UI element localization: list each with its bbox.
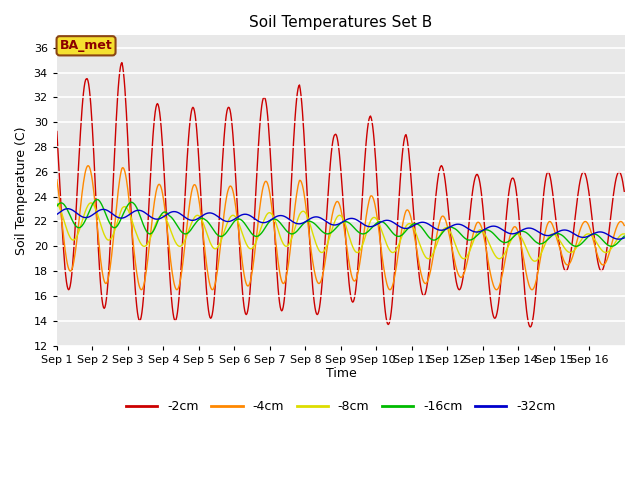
X-axis label: Time: Time [326, 367, 356, 381]
Y-axis label: Soil Temperature (C): Soil Temperature (C) [15, 126, 28, 255]
Text: BA_met: BA_met [60, 39, 113, 52]
Legend: -2cm, -4cm, -8cm, -16cm, -32cm: -2cm, -4cm, -8cm, -16cm, -32cm [121, 396, 561, 418]
Title: Soil Temperatures Set B: Soil Temperatures Set B [250, 15, 433, 30]
